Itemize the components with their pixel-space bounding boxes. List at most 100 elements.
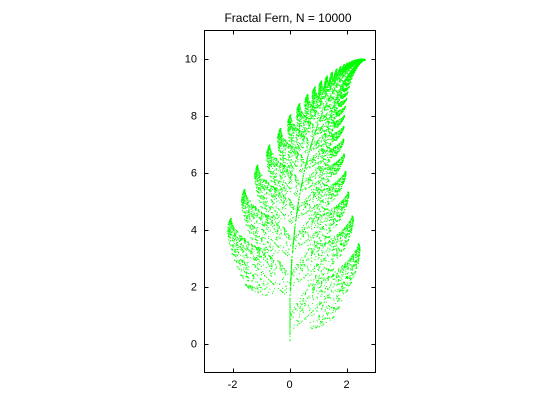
data-point: [246, 265, 248, 267]
data-point: [279, 166, 281, 168]
data-point: [289, 200, 291, 202]
data-point: [333, 209, 335, 211]
data-point: [275, 177, 277, 179]
data-point: [346, 228, 348, 230]
data-point: [255, 168, 257, 170]
data-point: [266, 246, 268, 248]
data-point: [336, 86, 338, 88]
data-point: [340, 207, 342, 209]
data-point: [263, 234, 265, 236]
data-point: [319, 171, 321, 173]
data-point: [339, 298, 341, 300]
data-point: [293, 141, 295, 143]
data-point: [313, 191, 315, 193]
data-point: [331, 219, 333, 221]
data-point: [343, 179, 345, 181]
data-point: [327, 198, 329, 200]
data-point: [314, 112, 316, 114]
data-point: [344, 232, 346, 234]
data-point: [316, 95, 318, 97]
data-point: [332, 150, 334, 152]
data-point: [314, 102, 316, 104]
data-point: [287, 166, 289, 168]
data-point: [341, 70, 343, 72]
data-point: [248, 272, 250, 274]
data-point: [316, 327, 317, 329]
data-point: [316, 156, 317, 158]
data-point: [350, 75, 352, 77]
data-point: [352, 267, 354, 269]
data-point: [334, 183, 336, 185]
data-point: [267, 155, 269, 157]
data-point: [324, 83, 326, 85]
data-point: [244, 211, 246, 213]
data-point: [318, 90, 320, 92]
data-point: [321, 120, 323, 122]
data-point: [324, 92, 326, 94]
data-point: [284, 199, 286, 201]
data-point: [254, 174, 256, 176]
data-point: [237, 246, 239, 248]
data-point: [333, 222, 335, 224]
data-point: [297, 108, 299, 110]
data-point: [276, 188, 278, 190]
data-point: [270, 152, 272, 154]
data-point: [321, 316, 323, 318]
data-point: [278, 136, 280, 138]
data-point: [329, 103, 331, 105]
data-point: [269, 163, 271, 165]
data-point: [273, 179, 275, 181]
data-point: [315, 156, 317, 158]
data-point: [285, 168, 287, 170]
data-point: [245, 213, 247, 215]
data-point: [255, 208, 257, 210]
data-point: [279, 151, 281, 153]
data-point: [289, 313, 291, 315]
data-point: [290, 149, 292, 151]
data-point: [356, 247, 358, 249]
data-point: [308, 113, 310, 115]
data-point: [323, 226, 325, 228]
data-point: [233, 232, 235, 234]
data-point: [331, 213, 333, 215]
data-point: [337, 189, 339, 191]
data-point: [300, 189, 302, 191]
data-point: [326, 220, 328, 222]
data-point: [319, 100, 321, 102]
data-point: [282, 202, 284, 204]
data-point: [292, 246, 294, 248]
data-point: [318, 145, 320, 147]
data-point: [317, 234, 319, 236]
data-point: [270, 221, 272, 223]
data-point: [254, 178, 256, 180]
data-point: [313, 106, 315, 108]
data-point: [276, 160, 278, 162]
data-point: [297, 266, 299, 268]
data-point: [310, 114, 312, 116]
data-point: [242, 205, 244, 207]
data-point: [298, 206, 300, 208]
data-point: [334, 218, 336, 220]
data-point: [291, 140, 293, 142]
data-point: [295, 176, 297, 178]
data-point: [330, 98, 332, 100]
data-point: [270, 189, 272, 191]
data-point: [309, 112, 311, 114]
data-point: [236, 261, 238, 263]
data-point: [268, 254, 270, 256]
data-point: [327, 176, 329, 178]
data-point: [332, 188, 334, 190]
data-point: [282, 213, 284, 215]
data-point: [320, 195, 322, 197]
data-point: [317, 187, 319, 189]
data-point: [272, 240, 274, 242]
data-point: [313, 195, 315, 197]
data-point: [329, 189, 331, 191]
data-point: [247, 202, 249, 204]
data-point: [316, 265, 318, 267]
data-point: [303, 300, 305, 302]
data-point: [316, 236, 318, 238]
data-point: [328, 128, 330, 130]
data-point: [348, 229, 350, 231]
data-point: [272, 216, 274, 218]
